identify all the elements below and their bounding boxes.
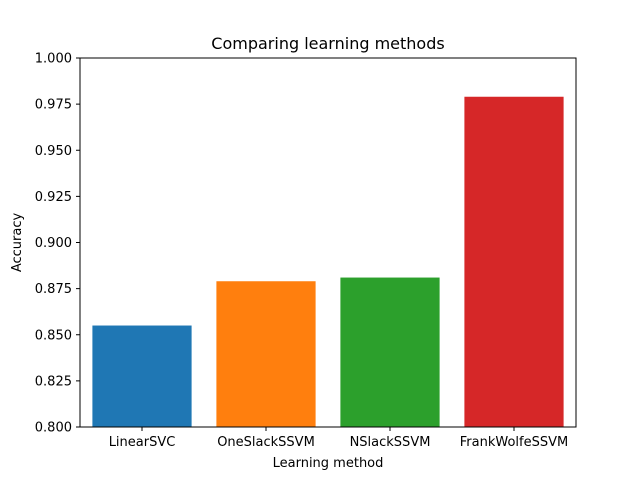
y-tick-label: 0.925 <box>35 190 72 205</box>
x-tick-label: LinearSVC <box>109 435 176 450</box>
y-axis-label: Accuracy <box>10 213 25 273</box>
y-tick-label: 1.000 <box>35 52 72 67</box>
x-axis: LinearSVC OneSlackSSVM NSlackSSVM FrankWolf… <box>109 427 568 450</box>
y-tick-label: 0.800 <box>35 421 72 436</box>
y-tick-label: 0.950 <box>35 144 72 159</box>
x-tick-label: NSlackSSVM <box>350 435 431 450</box>
bars-layer <box>92 96 564 428</box>
y-tick-label: 0.825 <box>35 374 72 389</box>
plot-frame <box>79 57 577 428</box>
y-tick-label: 0.975 <box>35 98 72 113</box>
y-tick-label: 0.850 <box>35 328 72 343</box>
bar-frankwolfessvm <box>464 96 564 428</box>
bar-linearsvc <box>92 325 192 427</box>
y-axis: 0.800 0.825 0.850 0.875 0.900 0.925 0.950 0.975… <box>35 52 80 436</box>
bar-oneslackssvm <box>216 281 316 427</box>
bar-nslackssvm <box>340 277 440 427</box>
y-tick-label: 0.875 <box>35 282 72 297</box>
x-axis-label: Learning method <box>273 456 384 471</box>
x-tick-label: OneSlackSSVM <box>217 435 315 450</box>
x-tick-label: FrankWolfeSSVM <box>460 435 568 450</box>
chart-title: Comparing learning methods <box>211 34 444 53</box>
y-tick-label: 0.900 <box>35 236 72 251</box>
